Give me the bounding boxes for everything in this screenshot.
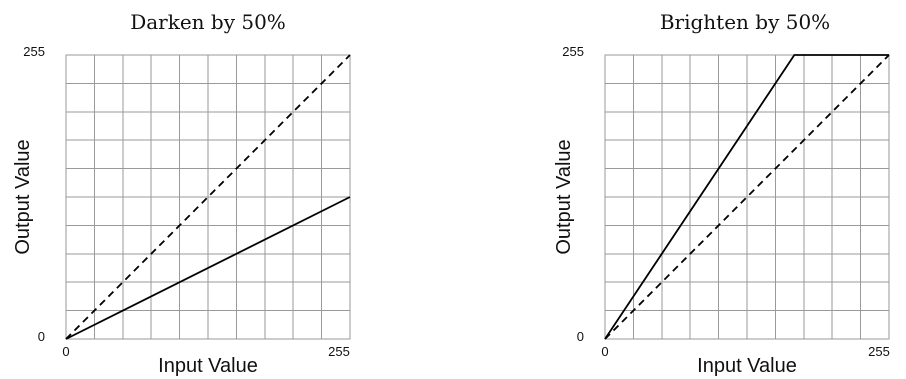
series-group (604, 54, 890, 340)
y-tick-label-min: 0 (577, 329, 584, 344)
chart-brighten: Brighten by 50% 255 0 0 255 Input Value … (553, 10, 890, 377)
y-tick-label-min: 0 (38, 329, 45, 344)
series-group (65, 54, 351, 340)
plot-frame (604, 54, 890, 340)
identity-reference-line (65, 54, 351, 340)
transfer-curve-line (65, 196, 351, 340)
chart-title: Darken by 50% (130, 10, 286, 34)
transfer-curve-line (604, 54, 889, 340)
y-axis-label: Output Value (12, 139, 34, 254)
x-axis-label: Input Value (158, 355, 258, 377)
x-tick-label-max: 255 (868, 344, 890, 359)
chart-darken: Darken by 50% 255 0 0 255 Input Value Ou… (12, 10, 351, 377)
x-axis-label: Input Value (697, 355, 797, 377)
identity-reference-line (604, 54, 890, 340)
x-tick-label-max: 255 (328, 344, 350, 359)
y-tick-label-max: 255 (562, 44, 584, 59)
chart-title: Brighten by 50% (660, 10, 830, 34)
x-tick-label-min: 0 (62, 344, 69, 359)
y-tick-label-max: 255 (23, 44, 45, 59)
grid (605, 55, 889, 339)
x-tick-label-min: 0 (601, 344, 608, 359)
grid (66, 55, 350, 339)
y-axis-label: Output Value (553, 139, 575, 254)
